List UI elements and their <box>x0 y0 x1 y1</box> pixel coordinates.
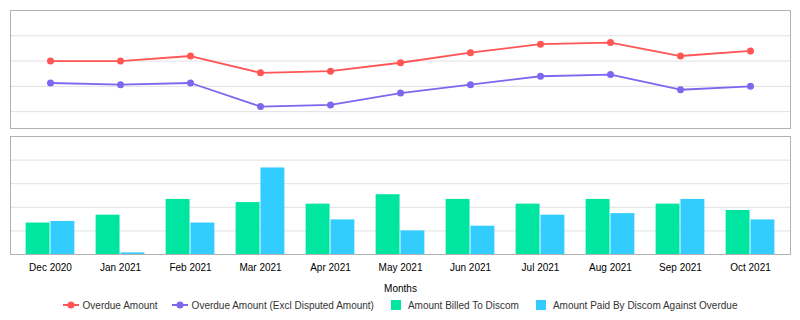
svg-text:Months: Months <box>384 283 417 294</box>
svg-text:Jan 2021: Jan 2021 <box>100 262 142 273</box>
svg-text:May 2021: May 2021 <box>379 262 423 273</box>
svg-text:Sep 2021: Sep 2021 <box>659 262 702 273</box>
svg-text:Jul 2021: Jul 2021 <box>522 262 560 273</box>
svg-text:Oct 2021: Oct 2021 <box>730 262 771 273</box>
svg-text:Mar 2021: Mar 2021 <box>239 262 282 273</box>
html-text:Amount Billed To Discom: Amount Billed To Discom <box>407 299 519 311</box>
svg-text:Dec 2020: Dec 2020 <box>29 262 72 273</box>
svg-text:Feb 2021: Feb 2021 <box>169 262 212 273</box>
html-text:Overdue Amount (Excl Disputed: Overdue Amount (Excl Disputed Amount) <box>191 299 374 311</box>
svg-text:Jun 2021: Jun 2021 <box>450 262 492 273</box>
html-text:Overdue Amount: Overdue Amount <box>82 299 158 311</box>
html-text:Amount Paid By Discom Against: Amount Paid By Discom Against Overdue <box>552 299 738 311</box>
svg-text:Aug 2021: Aug 2021 <box>589 262 632 273</box>
svg-text:Apr 2021: Apr 2021 <box>310 262 351 273</box>
